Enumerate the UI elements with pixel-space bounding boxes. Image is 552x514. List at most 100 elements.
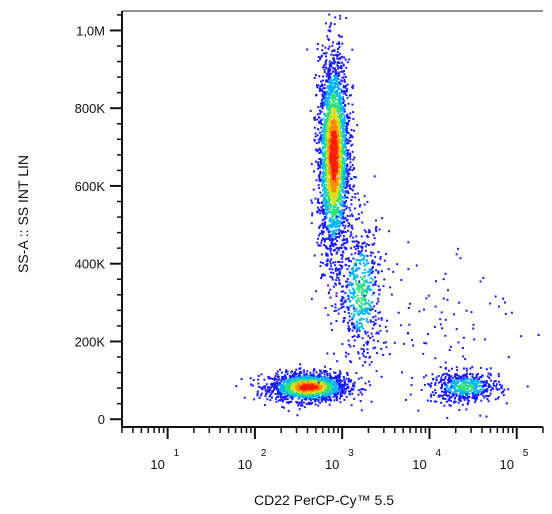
data-point	[315, 179, 318, 182]
data-point	[264, 387, 267, 390]
data-point	[338, 139, 340, 142]
data-point	[341, 140, 344, 143]
data-point	[379, 329, 382, 332]
data-point	[339, 184, 342, 187]
data-point	[337, 86, 340, 89]
data-point	[333, 23, 336, 26]
data-point	[329, 141, 332, 144]
data-point	[328, 379, 330, 382]
data-point	[335, 129, 338, 132]
data-point	[371, 262, 374, 265]
data-point	[281, 376, 283, 379]
data-point	[335, 124, 338, 127]
data-point	[289, 389, 292, 392]
data-point	[336, 395, 339, 398]
data-point	[329, 186, 332, 189]
data-point	[311, 395, 314, 398]
data-point	[289, 392, 291, 395]
data-point	[318, 175, 321, 178]
data-point	[348, 265, 351, 268]
data-point	[338, 231, 341, 234]
data-point	[348, 168, 351, 171]
data-point	[303, 398, 306, 401]
data-point	[330, 72, 333, 75]
data-point	[342, 97, 345, 100]
data-point	[342, 391, 345, 394]
data-point	[359, 321, 362, 324]
data-point	[323, 139, 326, 142]
data-point	[374, 280, 377, 283]
data-point	[346, 153, 349, 156]
data-point	[275, 400, 278, 403]
data-point	[331, 233, 334, 236]
data-point	[349, 281, 351, 284]
data-point	[321, 379, 324, 382]
data-point	[321, 83, 323, 86]
data-point	[363, 195, 366, 198]
data-point	[354, 270, 357, 273]
data-point	[342, 211, 345, 214]
data-point	[349, 140, 352, 143]
data-point	[275, 372, 278, 375]
data-point	[333, 83, 336, 86]
data-point	[351, 272, 354, 275]
data-point	[302, 390, 305, 393]
data-point	[349, 153, 351, 155]
data-point	[311, 212, 314, 215]
data-point	[377, 300, 380, 303]
data-point	[326, 127, 329, 130]
data-point	[348, 289, 351, 292]
data-point	[264, 395, 267, 398]
data-point	[359, 259, 362, 262]
data-point	[260, 373, 263, 376]
data-point	[370, 361, 373, 364]
data-point	[327, 159, 329, 162]
data-point	[360, 376, 363, 379]
data-point	[358, 318, 361, 321]
data-point	[315, 160, 317, 163]
data-point	[332, 79, 335, 82]
data-point	[321, 274, 324, 276]
data-point	[323, 120, 326, 123]
data-point	[323, 179, 325, 182]
data-point	[361, 337, 364, 340]
data-point	[313, 254, 316, 257]
data-point	[329, 194, 331, 197]
data-point	[355, 262, 358, 265]
data-point	[319, 166, 322, 169]
data-point	[333, 133, 336, 136]
data-point	[349, 214, 352, 217]
data-point	[287, 401, 290, 403]
data-point	[371, 300, 374, 303]
data-point	[355, 279, 357, 282]
data-point	[320, 134, 323, 137]
data-point	[335, 236, 338, 239]
data-point	[277, 390, 279, 393]
data-point	[359, 276, 362, 279]
data-point	[349, 154, 352, 157]
data-point	[343, 242, 345, 245]
data-point	[348, 206, 351, 209]
data-point	[351, 227, 354, 230]
data-point	[327, 185, 330, 188]
data-point	[367, 286, 370, 289]
data-point	[330, 382, 333, 385]
data-point	[303, 383, 306, 386]
data-point	[293, 381, 296, 384]
data-point	[317, 56, 320, 58]
data-point	[345, 284, 348, 287]
data-point	[326, 35, 329, 38]
data-point	[330, 61, 333, 64]
data-point	[329, 117, 332, 120]
data-point	[353, 176, 356, 178]
data-point	[343, 196, 346, 199]
data-point	[319, 171, 322, 174]
data-point	[343, 183, 346, 186]
data-point	[332, 387, 334, 390]
data-point	[335, 171, 338, 174]
data-point	[352, 185, 355, 188]
data-point	[331, 85, 333, 88]
data-point	[320, 388, 323, 391]
data-point	[325, 216, 328, 219]
data-point	[338, 156, 340, 158]
